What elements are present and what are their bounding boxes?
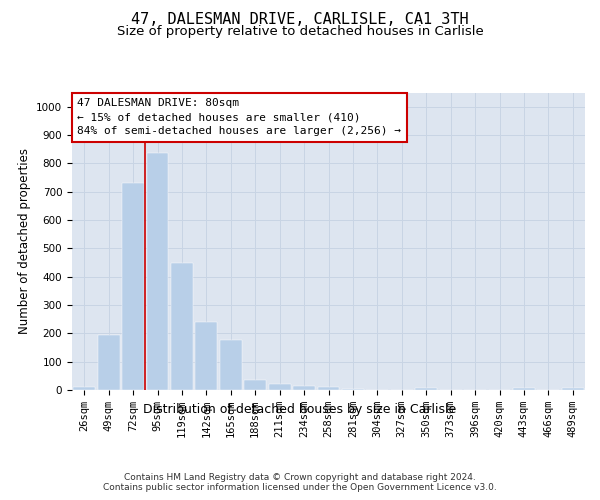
Bar — [293, 386, 315, 390]
Bar — [269, 384, 290, 390]
Text: Size of property relative to detached houses in Carlisle: Size of property relative to detached ho… — [116, 25, 484, 38]
Bar — [146, 154, 169, 390]
Text: 47, DALESMAN DRIVE, CARLISLE, CA1 3TH: 47, DALESMAN DRIVE, CARLISLE, CA1 3TH — [131, 12, 469, 28]
Bar — [415, 388, 437, 390]
Bar — [562, 388, 584, 390]
Bar — [513, 388, 535, 390]
Y-axis label: Number of detached properties: Number of detached properties — [17, 148, 31, 334]
Bar — [317, 386, 340, 390]
Bar — [220, 340, 242, 390]
Text: Contains HM Land Registry data © Crown copyright and database right 2024.
Contai: Contains HM Land Registry data © Crown c… — [103, 472, 497, 492]
Text: 47 DALESMAN DRIVE: 80sqm
← 15% of detached houses are smaller (410)
84% of semi-: 47 DALESMAN DRIVE: 80sqm ← 15% of detach… — [77, 98, 401, 136]
Bar — [98, 335, 119, 390]
Bar — [342, 389, 364, 390]
Bar — [73, 387, 95, 390]
Bar — [171, 262, 193, 390]
Text: Distribution of detached houses by size in Carlisle: Distribution of detached houses by size … — [143, 402, 457, 415]
Bar — [122, 183, 144, 390]
Bar — [196, 322, 217, 390]
Bar — [244, 380, 266, 390]
